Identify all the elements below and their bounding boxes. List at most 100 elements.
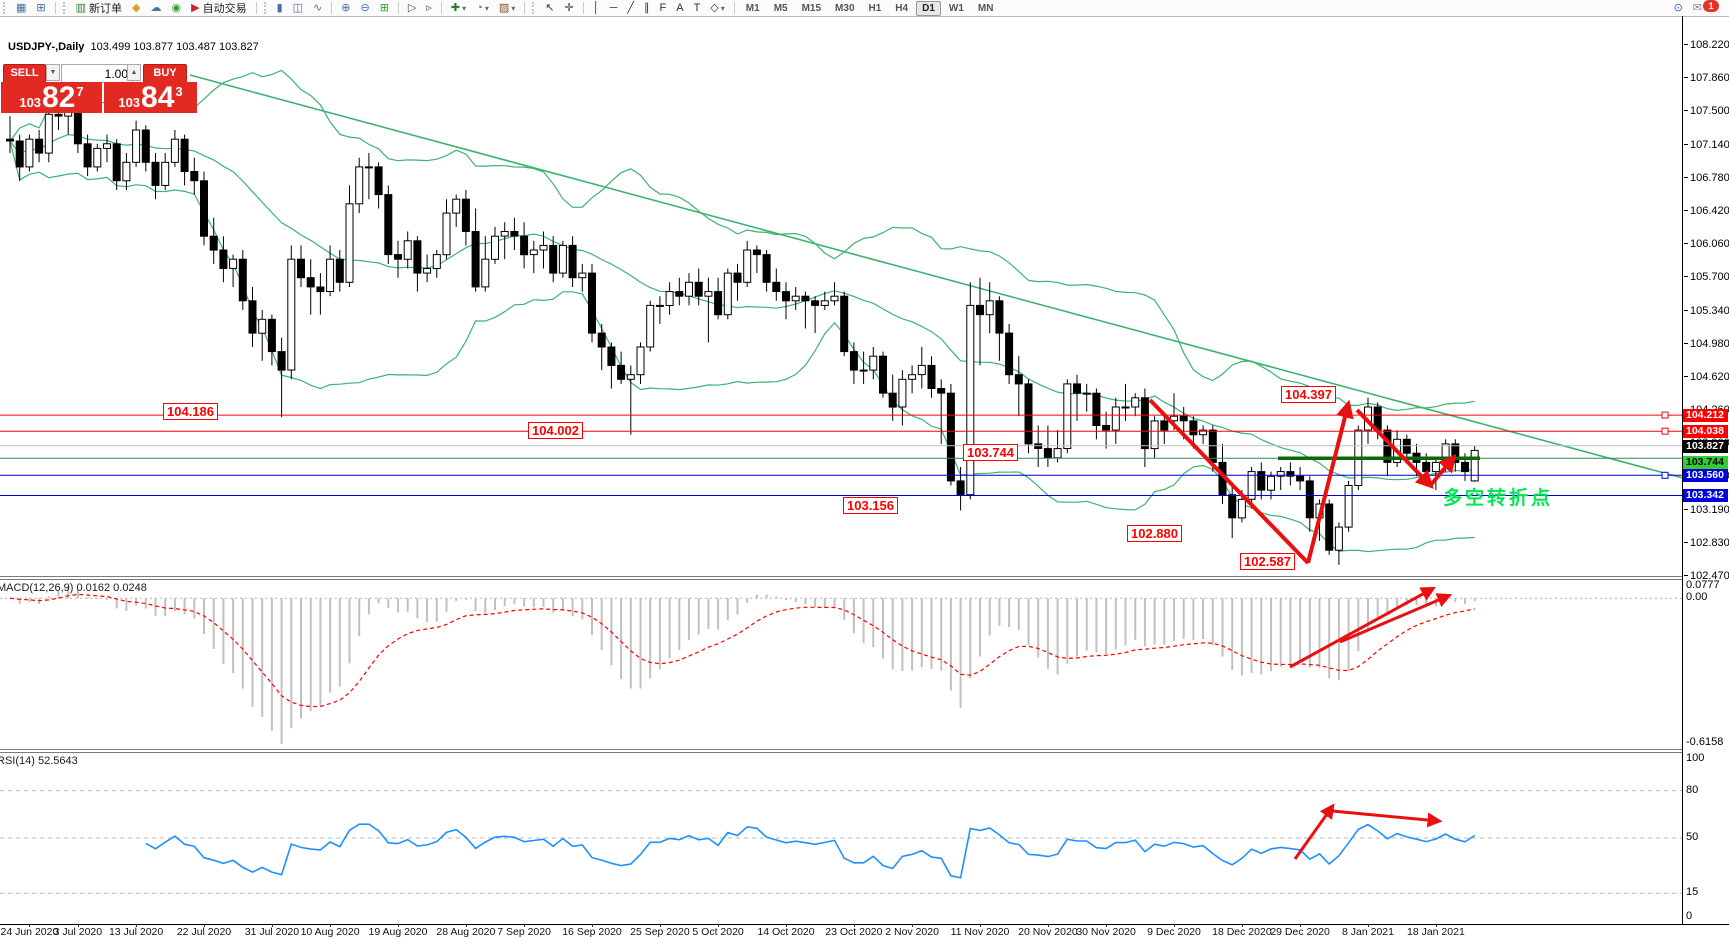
indicators-icon: ✚	[450, 1, 461, 14]
price-tick: 106.420	[1684, 204, 1729, 217]
annotation-arrow[interactable]	[1293, 803, 1335, 860]
timeframe-mn[interactable]: MN	[977, 2, 994, 14]
trendline-icon[interactable]: ╱	[623, 0, 638, 16]
timeframe-m1[interactable]: M1	[745, 2, 760, 14]
toolbox-icon[interactable]: ◆	[128, 0, 144, 16]
notification-badge[interactable]: 1	[1703, 0, 1719, 12]
price-note-102.880[interactable]: 102.880	[1127, 525, 1182, 542]
zoom-in-icon[interactable]: ⊕	[337, 0, 354, 16]
date-tick	[912, 924, 914, 927]
text-icon[interactable]: A	[672, 0, 687, 16]
mailbox-icon[interactable]: ✉	[1692, 1, 1702, 14]
chart-shift-icon[interactable]: ▹	[422, 0, 436, 16]
annotation-arrow[interactable]	[1428, 453, 1457, 488]
autotrading-icon[interactable]: ▶ 自动交易	[187, 0, 250, 16]
signals-icon[interactable]: ◉	[168, 0, 186, 16]
rsi-chart[interactable]	[0, 753, 1682, 924]
line-handle[interactable]	[1661, 411, 1669, 419]
chart-preview-icon[interactable]: ⊞	[32, 0, 49, 16]
timeframe-h1[interactable]: H1	[868, 2, 882, 14]
line-chart-icon[interactable]: ∿	[309, 0, 326, 16]
price-note-103.156[interactable]: 103.156	[843, 497, 898, 514]
macd-axis-max: 0.0777	[1686, 579, 1720, 591]
price-note-103.744[interactable]: 103.744	[963, 444, 1018, 461]
price-axis[interactable]: 108.220 107.860 107.500 107.140 106.780 106.4…	[1683, 16, 1729, 582]
autotrading-icon-label: 自动交易	[202, 3, 247, 15]
cursor-icon[interactable]: ↖	[541, 0, 558, 16]
macd-histogram	[18, 586, 1476, 744]
buy-price-prefix: 103	[118, 95, 141, 110]
toolbar-separator	[524, 2, 526, 14]
macd-chart[interactable]	[0, 580, 1682, 749]
rsi-axis-100: 100	[1686, 752, 1705, 764]
channel-icon[interactable]: ∥	[640, 0, 654, 16]
zoom-out-icon[interactable]: ⊖	[356, 0, 373, 16]
chevron-down-icon[interactable]: ▾	[720, 3, 725, 13]
annotation-arrow[interactable]	[1355, 408, 1434, 489]
price-tick: 104.620	[1684, 370, 1729, 383]
tile-windows-icon[interactable]: ⊞	[376, 0, 393, 16]
annotation-arrow[interactable]	[1306, 399, 1354, 564]
volume-input[interactable]	[61, 64, 133, 83]
templates-icon[interactable]: ▨ ▾	[495, 0, 519, 16]
fibonacci-icon[interactable]: F	[655, 0, 670, 16]
price-chip-103.744: 103.744	[1683, 455, 1728, 469]
date-label: 28 Aug 2020	[436, 926, 496, 938]
line-handle[interactable]	[1661, 427, 1669, 435]
macd-pane[interactable]: MACD(12,26,9) 0.0162 0.0248	[0, 579, 1682, 750]
macd-axis-min: -0.6158	[1686, 736, 1724, 748]
search-icon[interactable]: ⊙	[1673, 1, 1683, 14]
chevron-down-icon[interactable]: ▾	[484, 3, 489, 13]
annotation-arrow[interactable]	[1339, 593, 1453, 644]
turning-point-note[interactable]: 多空转折点	[1443, 488, 1554, 509]
bars-chart-icon[interactable]: ▮	[273, 0, 287, 16]
volume-decrease-button[interactable]: ▼	[46, 64, 60, 81]
date-tick	[204, 924, 205, 927]
date-tick	[659, 924, 661, 927]
new-order-icon[interactable]: ▥ 新订单	[72, 0, 126, 16]
shapes-icon[interactable]: ◇ ▾	[706, 0, 728, 16]
buy-quote[interactable]: 103 84 3	[104, 82, 197, 113]
chart-title: USDJPY-,Daily 103.499 103.877 103.487 10…	[8, 41, 259, 53]
trendline-icon: ╱	[627, 1, 634, 14]
label-icon[interactable]: T	[690, 0, 705, 16]
annotation-arrow[interactable]	[1331, 809, 1443, 828]
vertical-line-icon[interactable]: │	[589, 0, 604, 16]
timeframe-w1[interactable]: W1	[948, 2, 964, 14]
chevron-down-icon[interactable]: ▾	[511, 3, 516, 13]
timeframe-m30[interactable]: M30	[835, 2, 855, 14]
date-axis[interactable]: 24 Jun 2020 3 Jul 2020 13 Jul 2020 22 Jul 2…	[0, 924, 1729, 939]
shapes-icon: ◇	[710, 1, 719, 14]
templates-icon: ▨	[498, 1, 510, 14]
date-label: 3 Jul 2020	[53, 926, 103, 938]
new-chart-icon[interactable]: ▦	[12, 0, 30, 16]
volume-increase-button[interactable]: ▲	[127, 64, 141, 81]
line-handle[interactable]	[1661, 471, 1669, 479]
timeframe-m15[interactable]: M15	[801, 2, 822, 14]
descending-trendline[interactable]	[189, 74, 1682, 480]
date-tick	[786, 924, 787, 927]
chevron-down-icon[interactable]: ▾	[462, 3, 467, 13]
date-tick	[271, 924, 273, 927]
periods-icon[interactable]: ◔ ▾	[472, 0, 493, 16]
price-note-104.186[interactable]: 104.186	[163, 403, 218, 420]
candles-chart-icon[interactable]: ◫	[289, 0, 307, 16]
annotation-arrow[interactable]	[1148, 398, 1310, 565]
indicators-icon[interactable]: ✚ ▾	[447, 0, 470, 16]
rsi-pane[interactable]: RSI(14) 52.5643	[0, 752, 1682, 924]
price-note-102.587[interactable]: 102.587	[1240, 553, 1295, 570]
price-note-104.397[interactable]: 104.397	[1281, 386, 1336, 403]
sell-button[interactable]: SELL	[3, 64, 46, 83]
strategy-tester-icon[interactable]: ☁	[147, 0, 166, 16]
price-chart[interactable]	[0, 16, 1682, 576]
annotation-arrow[interactable]	[1289, 586, 1436, 669]
timeframe-h4[interactable]: H4	[895, 2, 909, 14]
price-note-104.002[interactable]: 104.002	[528, 422, 583, 439]
horizontal-line-icon[interactable]: ─	[606, 0, 622, 16]
timeframe-m5[interactable]: M5	[773, 2, 788, 14]
auto-scroll-icon[interactable]: ▷	[404, 0, 420, 16]
sell-quote[interactable]: 103 82 7	[1, 82, 102, 113]
crosshair-icon[interactable]: ✛	[560, 0, 577, 16]
timeframe-d1[interactable]: D1	[916, 0, 941, 16]
main-chart-pane[interactable]: 104.186 104.002 103.744 103.156 102.880 102.5…	[0, 16, 1682, 577]
